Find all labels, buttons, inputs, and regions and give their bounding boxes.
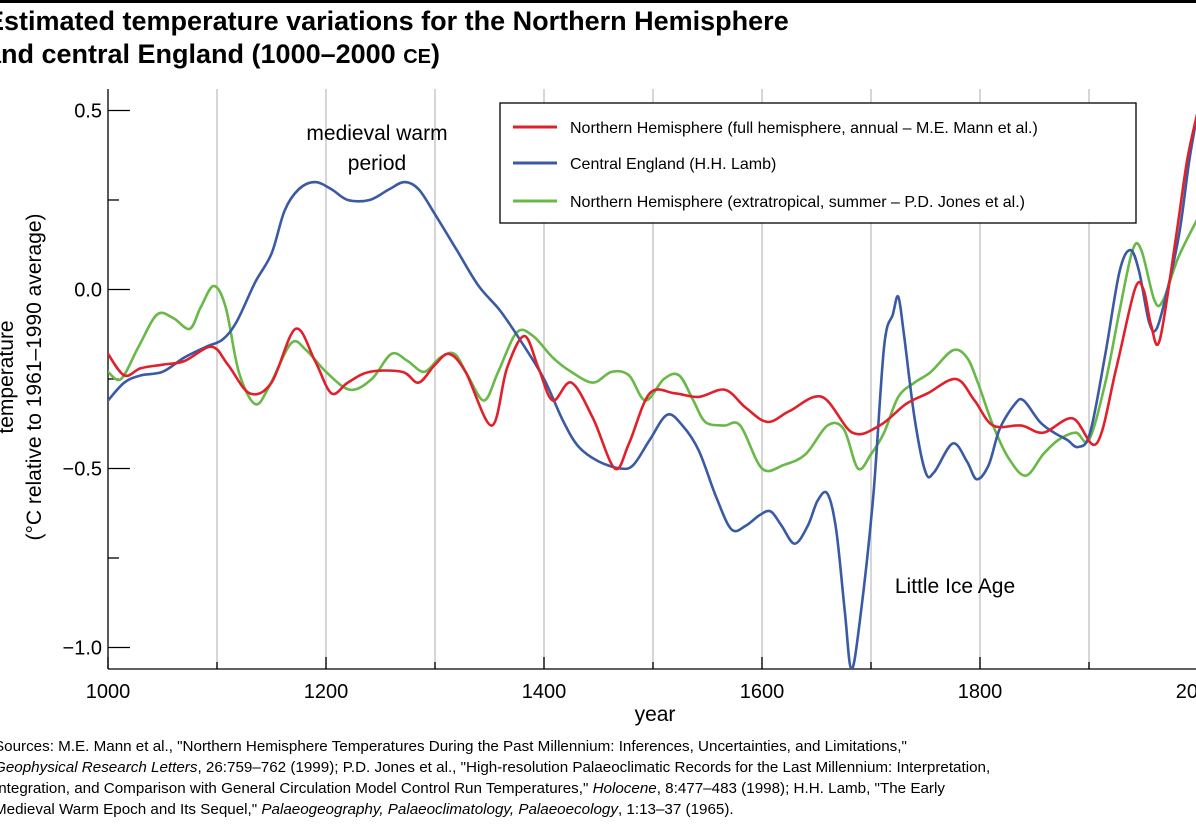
sources-journal-grl: Geophysical Research Letters [0, 759, 198, 776]
y-axis-title-line-2: (°C relative to 1961–1990 average) [23, 213, 46, 540]
legend-label-jones: Northern Hemisphere (extratropical, summ… [570, 194, 1025, 211]
x-tick-label-1400: 1400 [522, 681, 567, 703]
top-rule [0, 0, 1196, 3]
sources-journal-palaeo: Palaeogeography, Palaeoclimatology, Pala… [261, 801, 618, 818]
x-tick-label-1200: 1200 [304, 681, 349, 703]
y-tick-label-0: 0.5 [74, 100, 102, 122]
y-axis-title-line-1: temperature [0, 320, 18, 433]
page-title: Estimated temperature variations for the… [0, 5, 1086, 74]
sources-line-4-post: , 1:13–37 (1965). [617, 801, 734, 818]
x-axis-title: year [635, 703, 676, 726]
y-tick-label-3: −1.0 [63, 638, 102, 660]
series-lines [108, 113, 1196, 669]
title-era: CE [403, 46, 431, 68]
y-tick-label-2: −0.5 [63, 459, 102, 481]
axes: 1000 1200 1400 1600 1800 2000 0.5 0.0 −0.5 −1.0 [63, 89, 1196, 703]
annotation-little-ice-age: Little Ice Age [895, 575, 1015, 598]
title-line-1: Estimated temperature variations for the… [0, 6, 789, 36]
y-tick-label-1: 0.0 [74, 279, 102, 301]
sources-line-3-post: , 8:477–483 (1998); H.H. Lamb, "The Earl… [656, 780, 945, 797]
sources-line-3: Integration, and Comparison with General… [0, 780, 593, 797]
temperature-chart: 1000 1200 1400 1600 1800 2000 0.5 0.0 −0.5 −1.0 m… [0, 89, 1196, 726]
x-tick-label-2000: 2000 [1176, 681, 1196, 703]
legend-box [499, 102, 1137, 224]
annotation-medieval-line-2: period [348, 152, 406, 175]
x-tick-label-1000: 1000 [86, 681, 131, 703]
legend-label-lamb: Central England (H.H. Lamb) [570, 156, 776, 173]
sources-journal-holocene: Holocene [592, 780, 657, 797]
title-line-2-prefix: and central England (1000–2000 [0, 39, 404, 69]
series-line-mann [108, 113, 1196, 471]
legend: Northern Hemisphere (full hemisphere, an… [499, 102, 1137, 224]
sources-line-1: Sources: M.E. Mann et al., "Northern Hem… [0, 738, 907, 755]
annotation-medieval-line-1: medieval warm [306, 122, 447, 145]
sources-line-4: Medieval Warm Epoch and Its Sequel," [0, 801, 262, 818]
legend-label-mann: Northern Hemisphere (full hemisphere, an… [570, 120, 1038, 137]
sources-note: Sources: M.E. Mann et al., "Northern Hem… [0, 736, 1196, 820]
sources-line-2: , 26:759–762 (1999); P.D. Jones et al., … [197, 759, 991, 776]
series-line-lamb [108, 114, 1196, 669]
x-tick-label-1600: 1600 [740, 681, 785, 703]
x-tick-label-1800: 1800 [958, 681, 1003, 703]
title-line-2-suffix: ) [430, 39, 440, 69]
